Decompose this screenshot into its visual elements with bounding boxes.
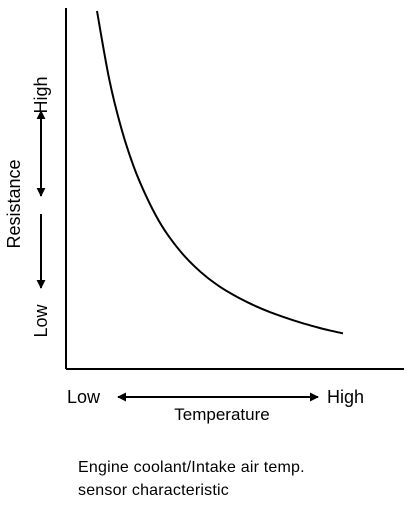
y-low-label: Low (31, 303, 51, 337)
y-high-label: High (31, 76, 51, 113)
caption-line-1: Engine coolant/Intake air temp. (78, 459, 305, 476)
x-high-label: High (327, 387, 364, 407)
caption-line-2: sensor characteristic (78, 482, 229, 499)
y-axis-label: Resistance (4, 159, 24, 248)
resistance-curve (96, 10, 344, 335)
x-low-label: Low (67, 387, 101, 407)
x-axis-label: Temperature (174, 405, 269, 424)
figure-caption: Engine coolant/Intake air temp. sensor c… (78, 456, 408, 502)
